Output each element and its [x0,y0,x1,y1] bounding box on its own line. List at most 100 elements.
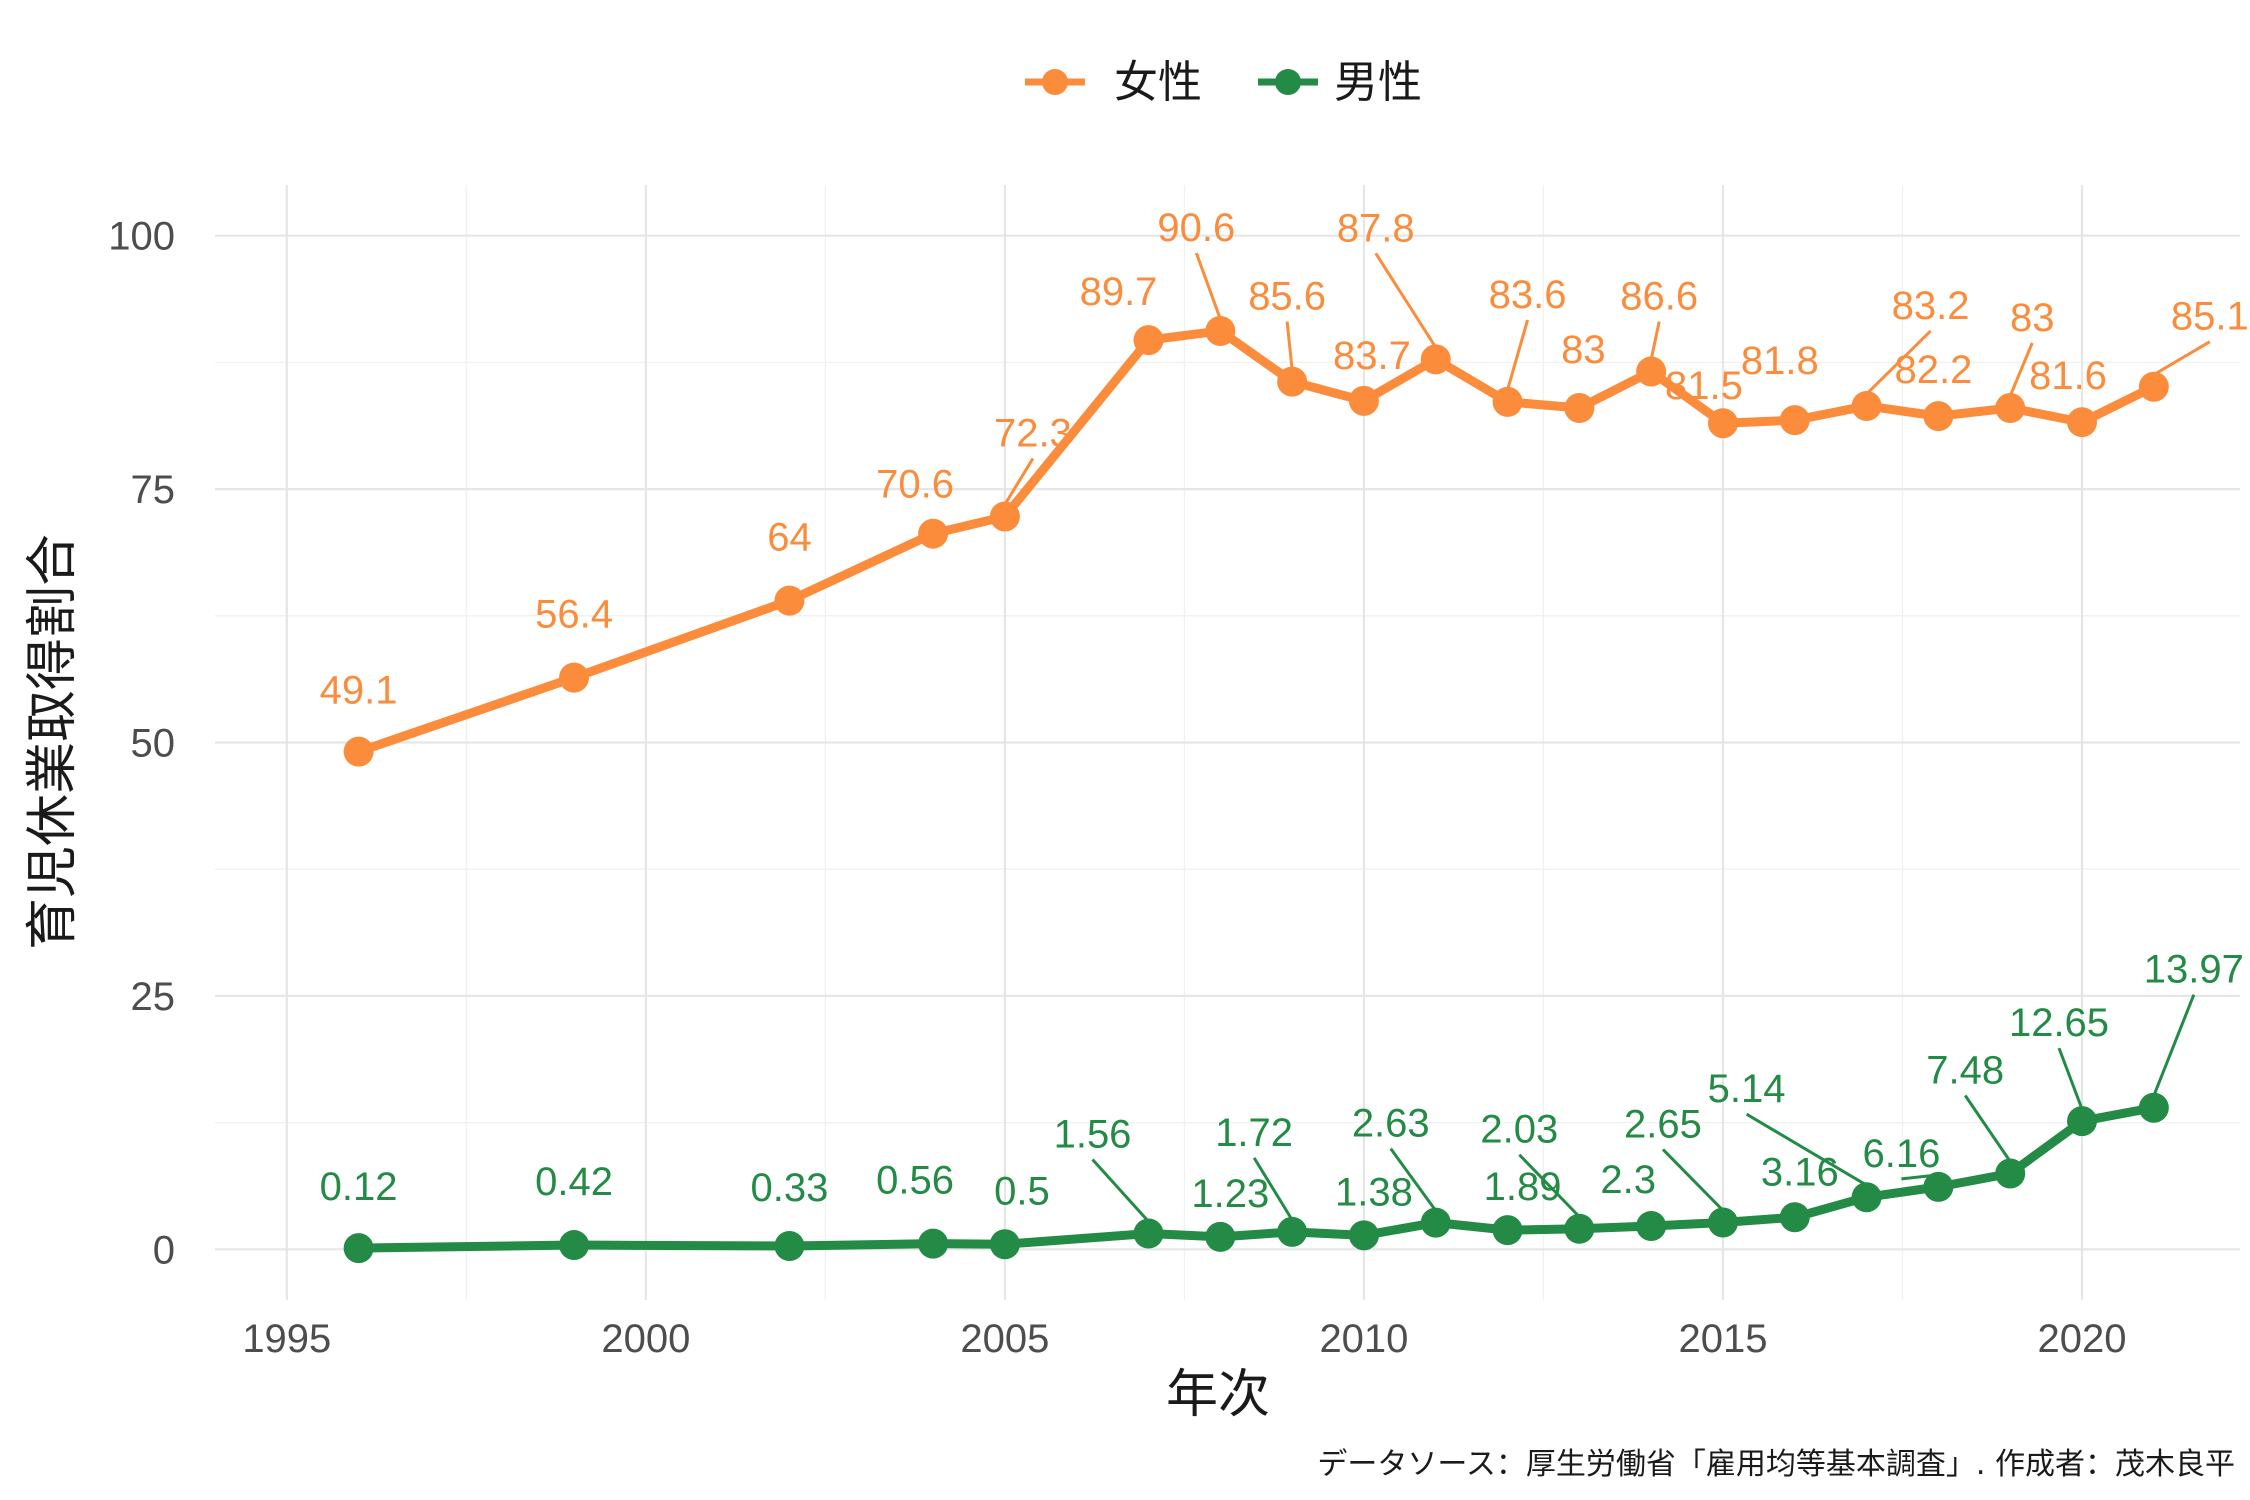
data-point-male [1923,1171,1954,1202]
data-label-female: 90.6 [1157,206,1235,250]
x-tick-label: 1995 [242,1317,331,1361]
label-leader-female [2153,340,2211,377]
data-label-female: 56.4 [535,593,613,637]
data-label-female: 81.5 [1665,364,1743,408]
data-point-male [1851,1182,1882,1213]
data-point-male [1995,1158,2026,1189]
data-point-male [2138,1092,2169,1123]
data-point-female [1492,386,1523,417]
data-label-male: 0.12 [320,1165,398,1209]
data-label-female: 85.6 [1248,275,1326,319]
data-label-male: 12.65 [2009,1001,2109,1045]
data-label-female: 64 [767,516,812,560]
label-leader-male [1389,1147,1437,1212]
data-point-male [1707,1207,1738,1238]
data-point-female [1923,401,1954,432]
data-label-female: 82.2 [1894,348,1972,392]
data-labels: 49.1 56.4 64 70.6 72.3 89.7 90.6 85.683.7 87.8 83… [320,206,2249,1216]
data-label-female: 83 [2010,296,2055,340]
data-point-male [1348,1220,1379,1251]
data-point-female [1348,385,1379,416]
y-axis-ticks: 0 25 50 75 100 [108,215,175,1273]
legend-label-female: 女性 [1114,57,1202,108]
label-leader-male [1963,1094,2012,1163]
data-point-female [1995,393,2026,423]
label-leader-female [1194,252,1222,320]
label-leaders [1003,252,2211,1223]
data-label-female: 70.6 [876,463,954,507]
data-point-male [1205,1221,1236,1252]
data-point-female [2138,371,2169,402]
label-leader-female [1506,319,1529,391]
series-line-female [357,326,2156,756]
x-tick-label: 2005 [960,1317,1049,1361]
label-leader-male [1745,1112,1868,1187]
legend-item-male: 男性 [1258,57,1422,108]
data-label-female: 87.8 [1337,206,1415,250]
label-leader-female [1649,321,1661,360]
data-label-male: 7.48 [1926,1048,2004,1092]
data-point-male [1133,1218,1164,1249]
data-label-male: 5.14 [1708,1067,1786,1111]
y-tick-label: 75 [131,468,176,512]
x-tick-label: 2020 [2038,1317,2127,1361]
legend-item-female: 女性 [1025,57,1202,108]
data-point-male [2067,1106,2098,1137]
label-leader-male [1252,1157,1294,1221]
data-label-female: 72.3 [994,411,1072,455]
data-label-female: 81.8 [1741,339,1819,383]
legend: 女性 男性 [1025,57,1422,108]
data-point-male [1636,1211,1667,1242]
data-point-female [989,501,1020,532]
data-label-male: 1.56 [1054,1113,1132,1157]
y-tick-label: 0 [153,1228,175,1272]
data-label-female: 49.1 [320,669,398,713]
data-label-female: 83.2 [1892,284,1970,328]
x-tick-label: 2015 [1678,1317,1767,1361]
legend-label-male: 男性 [1334,57,1422,108]
data-point-female [774,585,805,616]
data-label-male: 6.16 [1862,1132,1940,1176]
x-axis-title: 年次 [1166,1365,1270,1425]
data-label-female: 83 [1561,328,1606,372]
data-label-female: 85.1 [2171,295,2249,339]
data-point-female [1133,325,1164,356]
y-axis-title: 育児休業取得割合 [23,534,83,950]
data-label-male: 0.56 [876,1159,954,1203]
data-point-female [1707,408,1738,439]
data-label-female: 89.7 [1080,270,1158,314]
y-tick-label: 100 [108,215,175,259]
y-tick-label: 25 [131,975,176,1019]
data-point-female [918,518,949,549]
data-point-male [1420,1207,1451,1238]
data-point-female [1420,344,1451,375]
data-point-male [774,1230,805,1261]
data-label-male: 13.97 [2144,948,2244,992]
label-leader-female [1285,321,1294,370]
data-point-female [343,736,374,767]
label-leader-female [2008,342,2034,397]
data-point-female [1205,315,1236,346]
data-label-male: 1.38 [1335,1170,1413,1214]
data-label-male: 1.89 [1484,1165,1562,1209]
data-point-male [1277,1216,1308,1247]
data-point-male [989,1229,1020,1260]
grid [215,185,2240,1300]
x-tick-label: 2010 [1319,1317,1408,1361]
data-point-male [343,1233,374,1264]
data-label-male: 0.42 [535,1160,613,1204]
data-point-male [1564,1213,1595,1244]
data-label-male: 1.23 [1191,1172,1269,1216]
data-point-female [1277,366,1308,397]
data-label-female: 83.6 [1489,273,1567,317]
label-leader-male [1091,1158,1150,1223]
y-tick-label: 50 [131,722,176,766]
data-label-female: 81.6 [2029,354,2107,398]
data-label-female: 83.7 [1333,334,1411,378]
data-label-male: 0.5 [994,1169,1050,1213]
data-point-male [1779,1202,1810,1233]
data-label-female: 86.6 [1620,275,1698,319]
data-point-female [1851,390,1882,421]
x-tick-label: 2000 [601,1317,690,1361]
